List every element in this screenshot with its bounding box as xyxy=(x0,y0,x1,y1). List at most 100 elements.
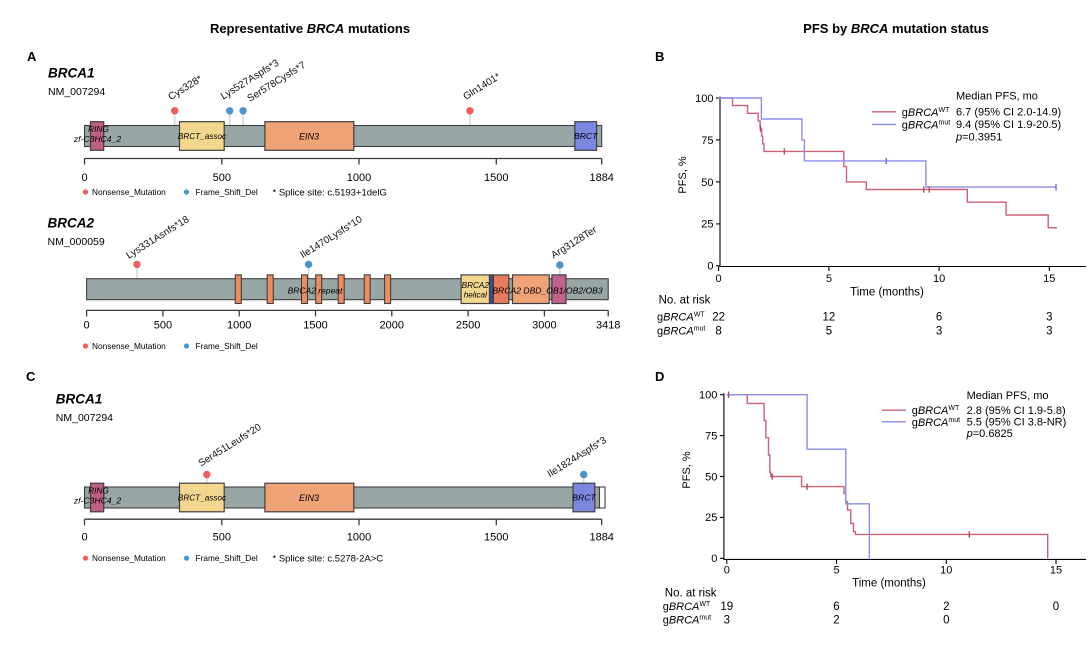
svg-text:2000: 2000 xyxy=(380,319,404,331)
svg-text:0: 0 xyxy=(81,531,87,543)
svg-text:gBRCAWT: gBRCAWT xyxy=(663,601,711,613)
svg-text:3418: 3418 xyxy=(596,319,620,331)
svg-text:0: 0 xyxy=(1053,601,1059,613)
svg-text:Time (months): Time (months) xyxy=(852,578,926,590)
svg-text:Nonsense_Mutation: Nonsense_Mutation xyxy=(92,553,166,563)
svg-text:15: 15 xyxy=(1050,565,1062,577)
svg-text:1000: 1000 xyxy=(227,319,251,331)
svg-text:A: A xyxy=(27,49,37,64)
svg-text:p=0.3951: p=0.3951 xyxy=(955,132,1002,144)
svg-text:6.7 (95% CI 2.0-14.9): 6.7 (95% CI 2.0-14.9) xyxy=(956,107,1061,119)
svg-text:9.4 (95% CI 1.9-20.5): 9.4 (95% CI 1.9-20.5) xyxy=(956,119,1061,131)
svg-text:EIN3: EIN3 xyxy=(299,493,319,503)
svg-text:gBRCAWT: gBRCAWT xyxy=(912,405,960,417)
svg-text:0: 0 xyxy=(943,614,949,626)
svg-text:BRCT: BRCT xyxy=(572,493,596,503)
svg-text:0: 0 xyxy=(716,273,722,285)
svg-text:Median PFS, mo: Median PFS, mo xyxy=(956,91,1038,103)
svg-text:500: 500 xyxy=(213,172,231,184)
svg-text:100: 100 xyxy=(699,390,717,402)
svg-text:B: B xyxy=(655,49,664,64)
svg-text:1884: 1884 xyxy=(589,531,613,543)
svg-text:Nonsense_Mutation: Nonsense_Mutation xyxy=(92,341,166,351)
svg-text:NM_000059: NM_000059 xyxy=(48,236,105,248)
svg-text:25: 25 xyxy=(705,512,717,524)
svg-text:0: 0 xyxy=(724,565,730,577)
svg-text:1000: 1000 xyxy=(347,172,371,184)
svg-text:BRCA1: BRCA1 xyxy=(48,65,95,80)
svg-text:Frame_Shift_Del: Frame_Shift_Del xyxy=(196,187,258,197)
svg-text:75: 75 xyxy=(705,430,717,442)
svg-text:5: 5 xyxy=(826,273,832,285)
svg-text:helical: helical xyxy=(464,291,487,300)
svg-text:0: 0 xyxy=(81,172,87,184)
svg-text:Nonsense_Mutation: Nonsense_Mutation xyxy=(92,187,166,197)
svg-text:5: 5 xyxy=(833,565,839,577)
svg-text:6: 6 xyxy=(936,311,942,323)
svg-text:Median PFS, mo: Median PFS, mo xyxy=(967,390,1049,402)
svg-text:PFS, %: PFS, % xyxy=(681,451,693,489)
svg-text:No. at risk: No. at risk xyxy=(665,588,717,600)
svg-text:BRCT_assoc: BRCT_assoc xyxy=(178,494,226,503)
svg-text:0: 0 xyxy=(711,553,717,565)
svg-text:gBRCAWT: gBRCAWT xyxy=(657,311,705,323)
svg-text:2: 2 xyxy=(833,614,839,626)
svg-text:5.5 (95% CI 3.8-NR): 5.5 (95% CI 3.8-NR) xyxy=(967,417,1067,429)
svg-text:BRCA2 repeat: BRCA2 repeat xyxy=(288,286,343,296)
svg-text:gBRCAmut: gBRCAmut xyxy=(902,119,950,131)
svg-text:5: 5 xyxy=(826,325,832,337)
svg-text:1884: 1884 xyxy=(589,172,613,184)
svg-text:2500: 2500 xyxy=(456,319,480,331)
svg-text:2.8 (95% CI 1.9-5.8): 2.8 (95% CI 1.9-5.8) xyxy=(967,405,1066,417)
svg-text:0: 0 xyxy=(707,261,713,273)
svg-text:* Splice site: c.5278-2A>C: * Splice site: c.5278-2A>C xyxy=(273,554,384,565)
svg-text:Frame_Shift_Del: Frame_Shift_Del xyxy=(196,341,258,351)
svg-text:gBRCAmut: gBRCAmut xyxy=(657,325,705,337)
svg-text:6: 6 xyxy=(833,601,839,613)
svg-text:BRCT_assoc: BRCT_assoc xyxy=(178,132,226,141)
svg-text:3: 3 xyxy=(1046,311,1052,323)
svg-text:3000: 3000 xyxy=(532,319,556,331)
svg-text:3: 3 xyxy=(724,614,730,626)
svg-text:1500: 1500 xyxy=(484,531,508,543)
svg-text:1500: 1500 xyxy=(484,172,508,184)
svg-text:* Splice site: c.5193+1delG: * Splice site: c.5193+1delG xyxy=(273,187,387,198)
svg-text:3: 3 xyxy=(1046,325,1052,337)
svg-text:0: 0 xyxy=(84,319,90,331)
svg-text:BRCA2: BRCA2 xyxy=(48,216,95,231)
svg-text:NM_007294: NM_007294 xyxy=(56,412,113,424)
svg-text:D: D xyxy=(655,369,664,384)
svg-text:zf-C3HC4_2: zf-C3HC4_2 xyxy=(73,496,122,506)
svg-text:gBRCAWT: gBRCAWT xyxy=(902,107,950,119)
svg-text:Time (months): Time (months) xyxy=(850,286,924,298)
svg-text:EIN3: EIN3 xyxy=(299,131,319,141)
svg-text:BRCA2 DBD_OB1/OB2/OB3: BRCA2 DBD_OB1/OB2/OB3 xyxy=(492,286,603,296)
svg-text:12: 12 xyxy=(823,311,836,323)
svg-text:No. at risk: No. at risk xyxy=(659,294,711,306)
svg-text:50: 50 xyxy=(705,471,717,483)
svg-text:10: 10 xyxy=(940,565,952,577)
svg-text:22: 22 xyxy=(712,311,725,323)
svg-text:PFS by BRCA mutation status: PFS by BRCA mutation status xyxy=(803,21,989,36)
svg-text:C: C xyxy=(26,369,36,384)
svg-text:gBRCAmut: gBRCAmut xyxy=(912,417,960,429)
svg-text:PFS, %: PFS, % xyxy=(677,156,689,194)
svg-text:2: 2 xyxy=(943,601,949,613)
svg-text:BRCA2: BRCA2 xyxy=(462,281,490,290)
svg-text:RING: RING xyxy=(88,486,109,496)
svg-text:BRCA1: BRCA1 xyxy=(56,392,103,407)
svg-text:100: 100 xyxy=(695,93,713,105)
svg-text:Frame_Shift_Del: Frame_Shift_Del xyxy=(196,553,258,563)
svg-text:50: 50 xyxy=(701,177,713,189)
svg-text:10: 10 xyxy=(933,273,945,285)
svg-text:500: 500 xyxy=(213,531,231,543)
svg-text:75: 75 xyxy=(701,135,713,147)
svg-text:zf-C3HC4_2: zf-C3HC4_2 xyxy=(73,134,122,144)
svg-text:19: 19 xyxy=(720,601,733,613)
svg-text:p=0.6825: p=0.6825 xyxy=(966,428,1013,440)
svg-text:BRCT: BRCT xyxy=(574,131,598,141)
svg-text:25: 25 xyxy=(701,219,713,231)
svg-text:1500: 1500 xyxy=(303,319,327,331)
svg-text:3: 3 xyxy=(936,325,942,337)
svg-text:Representative BRCA mutations: Representative BRCA mutations xyxy=(210,21,410,36)
